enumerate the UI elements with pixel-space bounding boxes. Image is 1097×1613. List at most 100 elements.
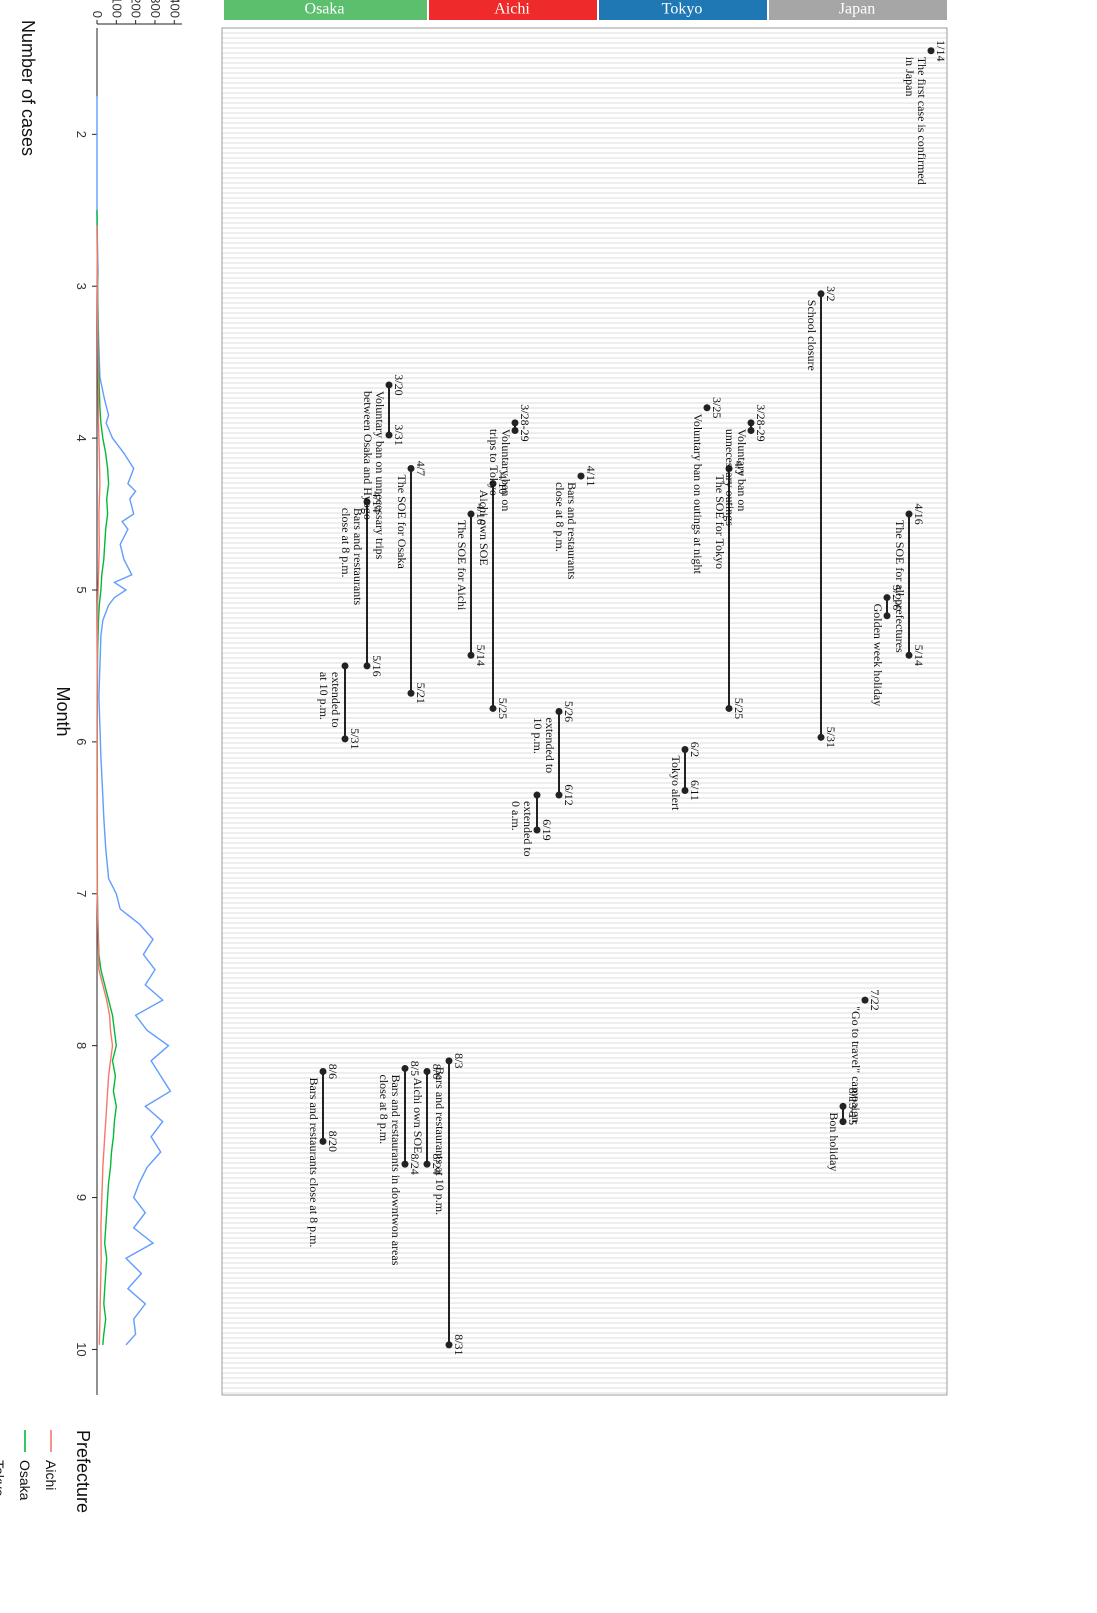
event-text: extended toat 10 p.m. [317,672,343,728]
event-end-dot [445,1341,453,1349]
event-end-label: 5/31 [824,727,838,748]
event-start-label: 3/20 [392,374,406,395]
event-end-dot [401,1160,409,1168]
event-end-dot [533,826,541,834]
event-text: Aichi own SOE [411,1077,425,1153]
event-end-label: 3/31 [392,424,406,445]
series-line-tokyo [96,96,172,1346]
event-end-dot [747,427,755,435]
event-start-label: 7/22 [868,989,882,1010]
x-tick-label: 8 [74,1042,89,1049]
event-start-label: 8/3 [452,1053,466,1068]
event-text: Bon holiday [827,1112,841,1171]
event-start-dot [861,996,869,1004]
strip-tokyo [599,0,767,20]
strip-label-japan: Japan [839,1,875,18]
event-text: The SOE for Aichi [455,520,469,611]
event-text: Voluntary ban on unnecessary tripsbetwee… [361,391,387,560]
strip-osaka [224,0,427,20]
event-text: Bars and restaurants at 10 p.m. [433,1067,447,1215]
event-start-label: 8/5 [408,1061,422,1076]
event-start-label: 4/11 [584,466,598,487]
event-start-label: 3/28-29 [754,404,768,441]
event-start-label: 4/16 [912,503,926,524]
event-start-label: 3/25 [710,397,724,418]
strip-label-aichi: Aichi [494,1,530,18]
event-end-label: 5/31 [348,728,362,749]
strip-label-osaka: Osaka [305,1,345,18]
strip-label-tokyo: Tokyo [662,1,703,18]
event-text: The first case is confirmedin Japan [903,57,929,185]
event-end-label: 5/25 [732,698,746,719]
event-end-label: 5/14 [912,645,926,666]
event-end-label: 8/24 [430,1153,444,1174]
legend-label-osaka: Osaka [17,1460,33,1501]
event-start-label: 5/2-6 [890,585,904,610]
x-tick-label: 10 [74,1342,89,1356]
event-end-label: 8/24 [408,1153,422,1174]
event-end-dot [725,704,733,712]
event-start-label: 4/10 [496,473,510,494]
rotated-plot-group: Japan Tokyo Aichi Osaka 1/14 5/14 4/16 5/2-6 7/2… [0,0,948,1513]
y-tick-label: 0 [90,11,105,18]
event-text: Bars and restaurants in downtwon areascl… [377,1074,403,1265]
event-end-dot [407,689,415,697]
event-start-dot [577,472,585,480]
event-text: School closure [805,300,819,371]
event-text: Voluntary ban ontrips to Tokyo [487,429,513,511]
y-tick-label: 400 [167,0,182,18]
event-end-dot [555,791,563,799]
event-end-label: 5/16 [370,655,384,676]
event-text: The SOE for Osaka [395,474,409,569]
event-text: Aichi own SOE [477,490,491,566]
event-end-dot [511,427,519,435]
event-end-label: 6/11 [688,780,702,801]
event-start-label: 4/7 [732,461,746,476]
event-end-dot [489,704,497,712]
event-start-label: 4/16 [474,503,488,524]
event-end-label: 5/21 [414,683,428,704]
event-start-label: 4/14 [370,491,384,512]
event-text: The SOE for all prefectures [893,520,907,653]
event-end-dot [467,651,475,659]
legend-label-aichi: Aichi [43,1460,59,1490]
strip-japan [769,0,947,20]
event-start-label: 6/2 [688,742,702,757]
event-text: Golden week holiday [871,604,885,707]
event-start-label: 3/2 [824,286,838,301]
y-tick-label: 100 [109,0,124,18]
event-start-label: 1/14 [934,40,948,61]
strip-aichi [429,0,597,20]
event-text: Bars and restaurantsclose at 8 p.m. [339,508,365,606]
x-tick-label: 2 [74,131,89,138]
legend: Prefecture Aichi Osaka Tokyo [0,1430,93,1513]
event-end-label: 6/19 [540,819,554,840]
legend-label-tokyo: Tokyo [0,1460,7,1497]
events: 1/14 5/14 4/16 5/2-6 7/22 8/13-15 5/31 3/2 3/28-… [319,40,948,1356]
y-tick-label: 200 [129,0,144,18]
series-line-aichi [96,225,114,1345]
event-start-dot [927,47,935,55]
event-start-label: 8/6 [326,1064,340,1079]
x-axis-title: Month [53,686,73,736]
event-end-dot [423,1160,431,1168]
x-tick-label: 3 [74,283,89,290]
event-start-label: 3/28-29 [518,404,532,441]
event-end-label: 6/12 [562,784,576,805]
event-end-label: 5/14 [474,645,488,666]
event-text: Bars and restaurants close at 8 p.m. [307,1077,321,1247]
event-end-dot [319,1137,327,1145]
event-start-dot [703,404,711,412]
legend-title: Prefecture [73,1430,93,1513]
event-start-label: 5/26 [562,701,576,722]
x-tick-label: 9 [74,1194,89,1201]
event-text: extended to0 a.m. [509,801,535,857]
event-end-dot [681,786,689,794]
event-text: Bars and restaurantsclose at 8 p.m. [553,482,579,580]
event-text: Tokyo alert [669,755,683,810]
event-text: Voluntary ban on outings at night [691,414,705,575]
event-end-dot [341,735,349,743]
event-start-label: 8/13-15 [846,1088,860,1125]
